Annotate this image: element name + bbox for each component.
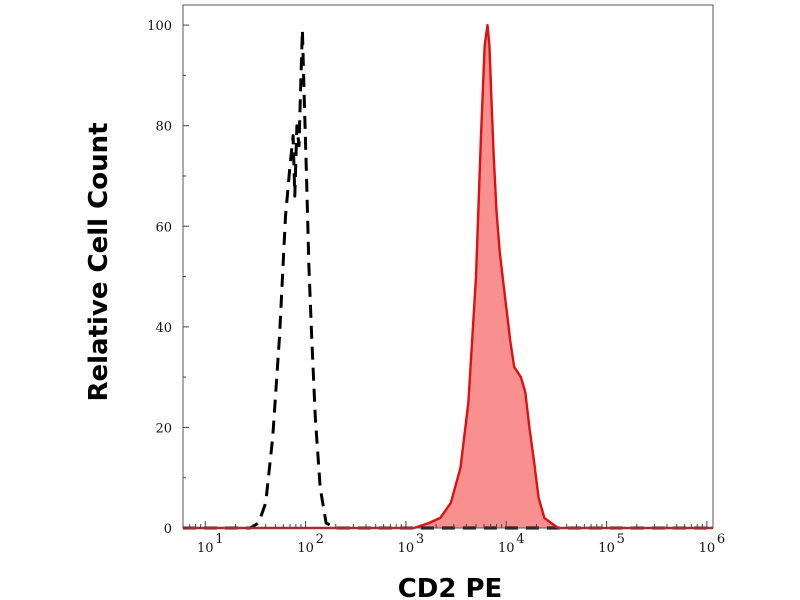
x-tick-label: 10: [498, 541, 515, 556]
y-axis-ticks: 0 20 40 60 80 100: [147, 19, 189, 537]
series-2-line: [183, 23, 713, 530]
x-tick-label: 10: [699, 541, 716, 556]
x-tick-label: 10: [598, 541, 615, 556]
series-1-line: [183, 28, 713, 530]
y-axis-title: Relative Cell Count: [84, 122, 114, 401]
y-tick-label: 40: [155, 321, 172, 336]
x-tick-exponent: 6: [717, 532, 725, 547]
y-tick-label: 20: [155, 421, 172, 436]
x-tick-label: 10: [297, 541, 314, 556]
x-tick-exponent: 4: [516, 532, 524, 547]
plot-frame: [182, 4, 714, 529]
x-tick-exponent: 5: [617, 532, 625, 547]
x-tick-exponent: 1: [215, 532, 223, 547]
series-2-area: [183, 25, 713, 528]
x-tick-exponent: 2: [316, 532, 324, 547]
y-tick-label: 60: [155, 220, 172, 235]
y-tick-label: 80: [155, 120, 172, 135]
x-tick-exponent: 3: [416, 532, 424, 547]
x-tick-label: 10: [197, 541, 214, 556]
x-axis-title: CD2 PE: [398, 574, 503, 600]
y-tick-label: 100: [147, 19, 172, 34]
y-tick-label: 0: [164, 522, 172, 537]
plot-area: [182, 4, 714, 530]
x-tick-label: 10: [398, 541, 415, 556]
